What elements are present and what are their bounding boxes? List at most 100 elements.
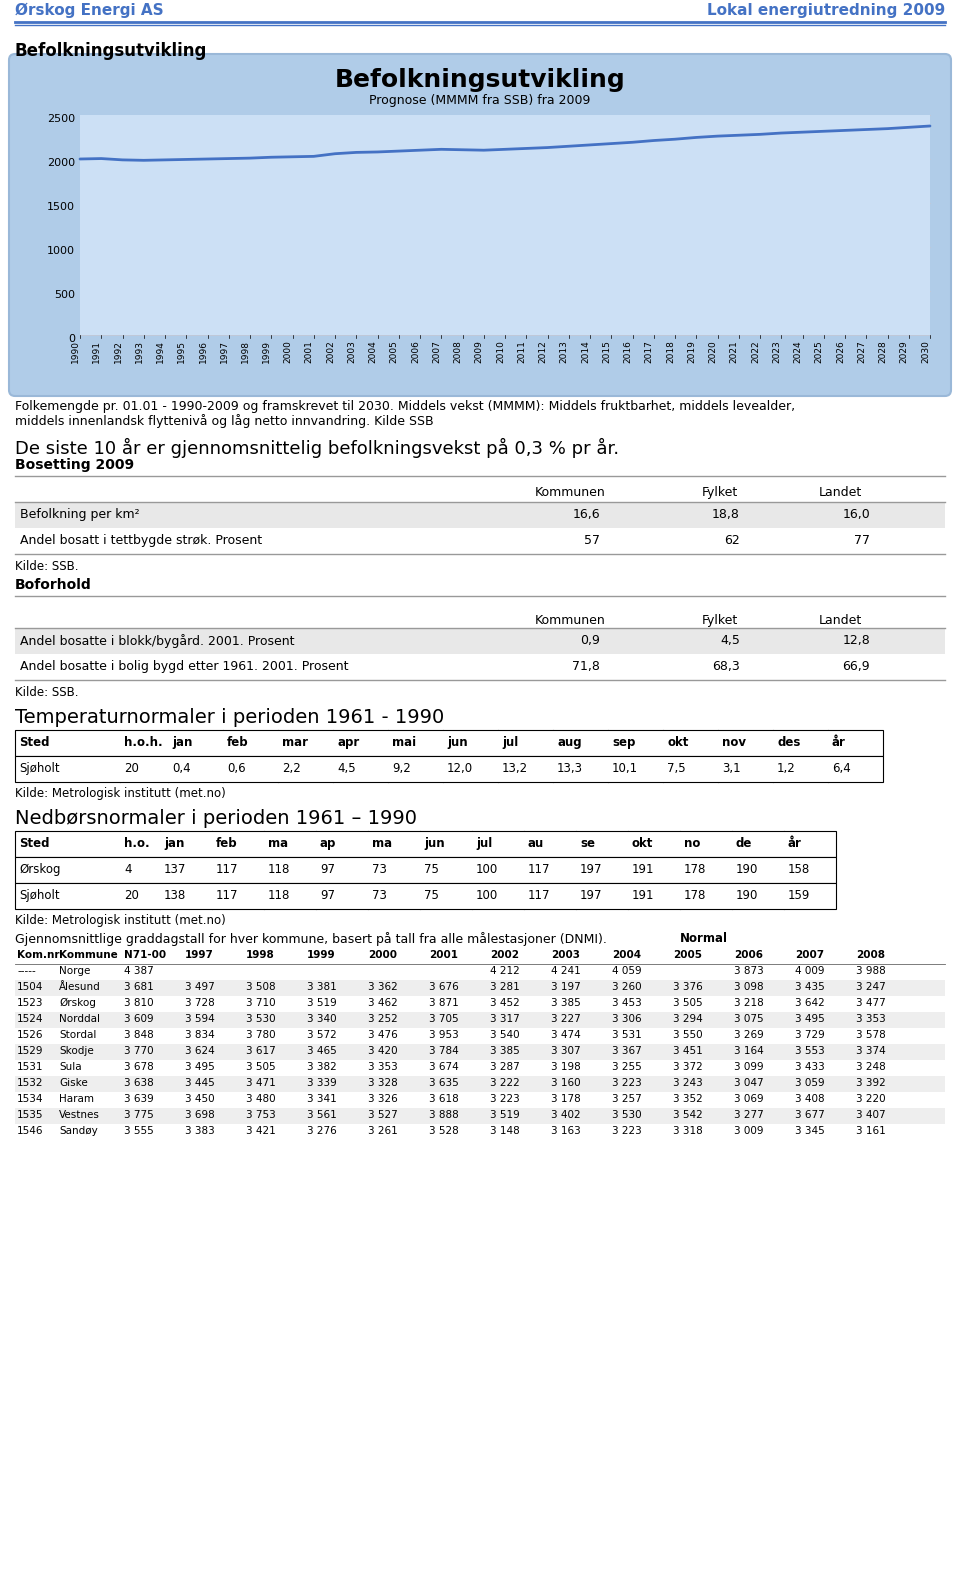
Text: 3 550: 3 550 — [673, 1031, 703, 1040]
Text: 4,5: 4,5 — [337, 763, 355, 775]
Text: Gjennomsnittlige graddagstall for hver kommune, basert på tall fra alle målestas: Gjennomsnittlige graddagstall for hver k… — [15, 931, 607, 946]
Text: 75: 75 — [424, 864, 439, 876]
Text: 3 420: 3 420 — [368, 1046, 397, 1056]
Text: 3 341: 3 341 — [307, 1094, 337, 1105]
Text: 197: 197 — [580, 889, 603, 901]
Text: Kommune: Kommune — [59, 950, 118, 960]
Text: 1526: 1526 — [17, 1031, 43, 1040]
Text: 2000: 2000 — [283, 340, 293, 362]
Text: 3 508: 3 508 — [246, 982, 276, 991]
Text: 1529: 1529 — [17, 1046, 43, 1056]
Text: au: au — [528, 837, 544, 849]
Text: h.o.: h.o. — [124, 837, 150, 849]
Text: 2001: 2001 — [429, 950, 458, 960]
Text: 197: 197 — [580, 864, 603, 876]
Text: 1524: 1524 — [17, 1013, 43, 1024]
Text: 3 164: 3 164 — [734, 1046, 764, 1056]
Text: 3 561: 3 561 — [307, 1110, 337, 1121]
Text: 3 624: 3 624 — [185, 1046, 215, 1056]
Text: 3 572: 3 572 — [307, 1031, 337, 1040]
Text: 3,1: 3,1 — [722, 763, 740, 775]
Text: 3 372: 3 372 — [673, 1062, 703, 1072]
Text: 1535: 1535 — [17, 1110, 43, 1121]
Text: 3 421: 3 421 — [246, 1125, 276, 1136]
Text: 1534: 1534 — [17, 1094, 43, 1105]
Text: 4 387: 4 387 — [124, 966, 154, 976]
Bar — [15, 857, 836, 883]
Text: 3 873: 3 873 — [734, 966, 764, 976]
Text: 190: 190 — [736, 864, 758, 876]
Bar — [15, 756, 883, 782]
Text: 3 243: 3 243 — [673, 1078, 703, 1087]
Text: Sjøholt: Sjøholt — [19, 889, 60, 901]
Text: 3 638: 3 638 — [124, 1078, 154, 1087]
Text: aug: aug — [557, 736, 582, 749]
Text: Giske: Giske — [59, 1078, 87, 1087]
Text: no: no — [684, 837, 701, 849]
Text: 3 531: 3 531 — [612, 1031, 641, 1040]
Text: 1999: 1999 — [307, 950, 336, 960]
Text: 13,2: 13,2 — [502, 763, 528, 775]
Text: Sjøholt: Sjøholt — [19, 763, 60, 775]
Text: 117: 117 — [216, 864, 238, 876]
Text: 3 553: 3 553 — [795, 1046, 825, 1056]
Text: 73: 73 — [372, 889, 387, 901]
Text: 16,6: 16,6 — [572, 507, 600, 522]
Text: Stordal: Stordal — [59, 1031, 96, 1040]
Text: 3 059: 3 059 — [795, 1078, 825, 1087]
Text: apr: apr — [337, 736, 359, 749]
Text: 4,5: 4,5 — [720, 634, 740, 648]
Text: 3 318: 3 318 — [673, 1125, 703, 1136]
Text: 3 710: 3 710 — [246, 998, 276, 1009]
Text: Kilde: Metrologisk institutt (met.no): Kilde: Metrologisk institutt (met.no) — [15, 914, 226, 927]
Text: 3 530: 3 530 — [246, 1013, 276, 1024]
Text: 1995: 1995 — [178, 340, 186, 362]
Text: 3 353: 3 353 — [368, 1062, 397, 1072]
Text: 3 317: 3 317 — [490, 1013, 519, 1024]
Text: 2,2: 2,2 — [282, 763, 300, 775]
Text: Ørskog: Ørskog — [19, 864, 60, 876]
Text: 2007: 2007 — [795, 950, 824, 960]
Text: 57: 57 — [584, 534, 600, 547]
Text: 3 385: 3 385 — [551, 998, 581, 1009]
Text: 1998: 1998 — [241, 340, 250, 362]
Text: 3 677: 3 677 — [795, 1110, 825, 1121]
Text: 3 227: 3 227 — [551, 1013, 581, 1024]
Text: Kilde: SSB.: Kilde: SSB. — [15, 559, 79, 574]
Text: N71-00: N71-00 — [124, 950, 166, 960]
Text: 0: 0 — [68, 334, 75, 344]
Text: 3 353: 3 353 — [856, 1013, 886, 1024]
Text: Andel bosatte i blokk/bygård. 2001. Prosent: Andel bosatte i blokk/bygård. 2001. Pros… — [20, 634, 295, 648]
Text: 3 257: 3 257 — [612, 1094, 641, 1105]
Text: 1992: 1992 — [113, 340, 123, 362]
Text: 1994: 1994 — [156, 340, 165, 362]
Text: Landet: Landet — [818, 615, 862, 627]
Text: 3 681: 3 681 — [124, 982, 154, 991]
Text: 10,1: 10,1 — [612, 763, 638, 775]
Text: 3 530: 3 530 — [612, 1110, 641, 1121]
Text: 3 834: 3 834 — [185, 1031, 215, 1040]
Text: 3 594: 3 594 — [185, 1013, 215, 1024]
Text: 3 609: 3 609 — [124, 1013, 154, 1024]
Text: 3 160: 3 160 — [551, 1078, 581, 1087]
Text: Haram: Haram — [59, 1094, 94, 1105]
Text: 1532: 1532 — [17, 1078, 43, 1087]
Text: 1999: 1999 — [262, 340, 272, 362]
Text: Skodje: Skodje — [59, 1046, 94, 1056]
Text: 12,8: 12,8 — [842, 634, 870, 648]
Text: 13,3: 13,3 — [557, 763, 583, 775]
Text: 3 287: 3 287 — [490, 1062, 519, 1072]
Text: 2007: 2007 — [432, 340, 442, 362]
Text: 3 009: 3 009 — [734, 1125, 763, 1136]
Text: 2008: 2008 — [856, 950, 885, 960]
Text: Norge: Norge — [59, 966, 90, 976]
Text: -----: ----- — [17, 966, 36, 976]
Bar — [15, 627, 945, 654]
Text: 3 260: 3 260 — [612, 982, 641, 991]
Text: Sted: Sted — [19, 736, 50, 749]
Text: 1500: 1500 — [47, 202, 75, 213]
Text: 3 223: 3 223 — [490, 1094, 519, 1105]
Text: 2024: 2024 — [794, 340, 803, 362]
Text: 3 474: 3 474 — [551, 1031, 581, 1040]
Text: 2026: 2026 — [836, 340, 845, 362]
